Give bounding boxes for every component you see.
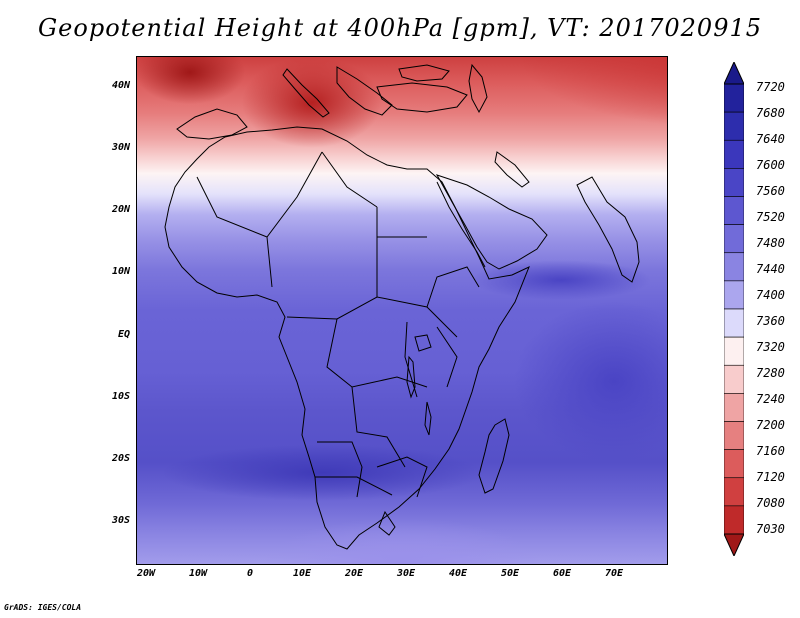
lon-tick-label: 30E (396, 568, 416, 579)
colorbar-box (724, 364, 744, 394)
india-outline (576, 176, 640, 283)
africa-coastline (164, 126, 530, 550)
colorbar-label: 7030 (756, 522, 785, 536)
lat-tick-label: 10S (111, 391, 130, 402)
colorbar-box (724, 196, 744, 225)
colorbar-label: 7360 (756, 314, 785, 328)
lon-tick-label: 40E (448, 568, 468, 579)
lon-tick-label: 20E (344, 568, 364, 579)
italy-outline (282, 68, 330, 118)
colorbar-box (724, 421, 744, 450)
plot-title: Geopotential Height at 400hPa [gpm], VT:… (38, 14, 762, 42)
colorbar-label: 7440 (756, 262, 785, 276)
turkey-outline (376, 82, 468, 113)
caspian-outline (468, 63, 488, 114)
colorbar-label: 7080 (756, 496, 785, 510)
colorbar-box (724, 336, 744, 366)
iberia-outline (176, 108, 248, 140)
colorbar-label: 7640 (756, 132, 785, 146)
colorbar-label: 7720 (756, 80, 785, 94)
southern-borders (317, 441, 428, 536)
colorbar-label: 7600 (756, 158, 785, 172)
colorbar-label: 7560 (756, 184, 785, 198)
colorbar-label: 7680 (756, 106, 785, 120)
colorbar-box (724, 505, 744, 535)
colorbar-box (724, 224, 744, 254)
madagascar-outline (478, 418, 510, 494)
colorbar-label: 7480 (756, 236, 785, 250)
colorbar-box (724, 168, 744, 197)
colorbar-box (724, 449, 744, 479)
lake-malawi (424, 401, 432, 436)
black-sea-outline (398, 64, 450, 82)
sahara-borders (196, 151, 427, 297)
colorbar-box (724, 393, 744, 422)
red-sea-outline (436, 181, 486, 268)
lat-tick-label: 10N (111, 266, 130, 277)
lat-tick-label: 20S (111, 453, 130, 464)
colorbar-box (724, 252, 744, 282)
east-borders (404, 266, 480, 398)
map-plot-area (136, 56, 668, 565)
balkans-outline (336, 66, 393, 116)
lake-tanganyika (406, 355, 416, 399)
colorbar-label: 7240 (756, 392, 785, 406)
persian-gulf-outline (494, 151, 530, 188)
colorbar-label: 7320 (756, 340, 785, 354)
lat-tick-label: 30N (111, 142, 130, 153)
lat-tick-label: 40N (111, 80, 130, 91)
lat-tick-label: 30S (111, 515, 130, 526)
colorbar-box (724, 477, 744, 507)
lon-tick-label: 10E (292, 568, 312, 579)
colorbar-label: 7160 (756, 444, 785, 458)
lat-tick-label: 20N (111, 204, 130, 215)
lon-tick-label: 70E (604, 568, 624, 579)
colorbar-label: 7120 (756, 470, 785, 484)
lon-tick-label: 50E (500, 568, 520, 579)
coastline-overlay (164, 63, 640, 550)
central-borders (286, 296, 458, 496)
colorbar-label: 7280 (756, 366, 785, 380)
arabia-outline (435, 174, 548, 270)
colorbar-label: 7520 (756, 210, 785, 224)
lat-tick-label: EQ (117, 329, 130, 340)
colorbar-box (724, 280, 744, 310)
colorbar-top-triangle (724, 62, 744, 85)
lake-victoria (414, 334, 432, 352)
lon-tick-label: 0 (246, 568, 254, 579)
colorbar-box (724, 139, 744, 169)
colorbar-box (724, 308, 744, 338)
colorbar-label: 7200 (756, 418, 785, 432)
colorbar-box (724, 83, 744, 113)
colorbar-label: 7400 (756, 288, 785, 302)
lon-tick-label: 20W (136, 568, 156, 579)
colorbar (724, 62, 744, 556)
colorbar-box (724, 111, 744, 141)
lon-tick-label: 10W (188, 568, 208, 579)
lon-tick-label: 60E (552, 568, 572, 579)
colorbar-bottom-triangle (724, 533, 744, 556)
grads-credit: GrADS: IGES/COLA (4, 603, 82, 612)
